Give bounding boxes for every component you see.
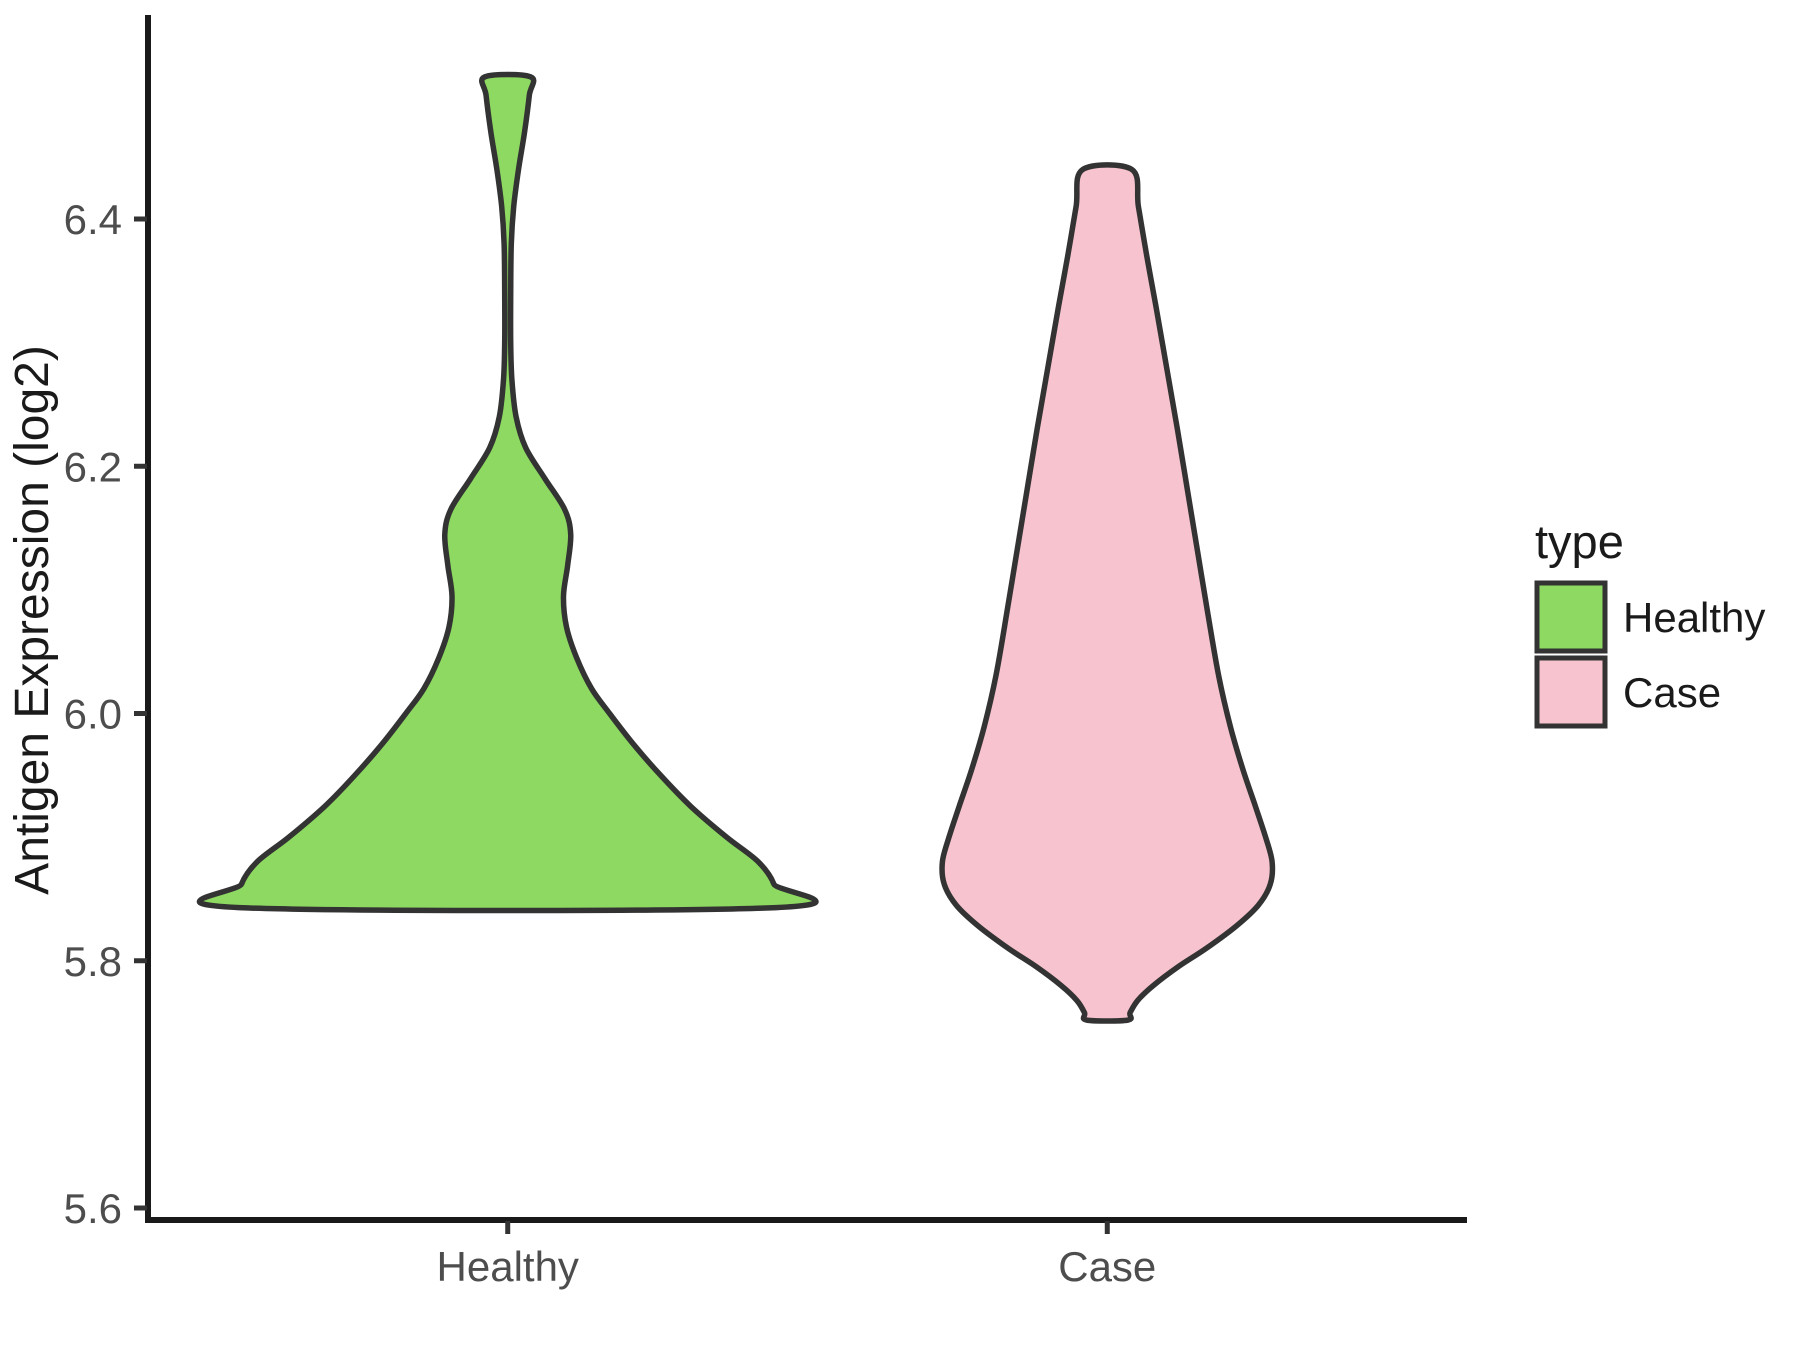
violin-case	[939, 162, 1276, 1024]
y-tick-label: 6.4	[64, 196, 122, 243]
x-category-label: Healthy	[437, 1243, 579, 1290]
violin-healthy	[196, 71, 819, 914]
legend: type Healthy Case	[1534, 515, 1765, 729]
y-tick-label: 6.2	[64, 443, 122, 490]
legend-swatch-healthy	[1534, 580, 1608, 654]
panel: 5.6 5.8 6.0 6.2 6.4 Healthy Case Antigen Expr…	[6, 15, 1467, 1290]
legend-label-case: Case	[1623, 669, 1721, 716]
y-tick-label: 5.6	[64, 1185, 122, 1232]
legend-label-healthy: Healthy	[1623, 594, 1765, 641]
y-tick-label: 6.0	[64, 691, 122, 738]
y-axis-title: Antigen Expression (log2)	[6, 345, 59, 895]
legend-swatch-case	[1534, 655, 1608, 729]
x-category-label: Case	[1058, 1243, 1156, 1290]
y-tick-label: 5.8	[64, 938, 122, 985]
x-axis-ticks: Healthy Case	[437, 1221, 1156, 1290]
y-axis-ticks: 5.6 5.8 6.0 6.2 6.4	[64, 196, 147, 1232]
legend-title: type	[1535, 515, 1624, 568]
violins	[196, 71, 1276, 1024]
